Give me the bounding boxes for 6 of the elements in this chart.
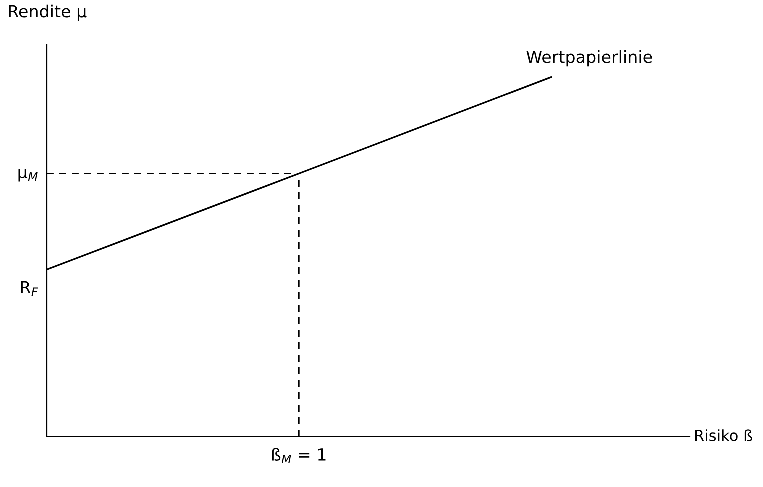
- ref-line-label: μ$_{M}$: [18, 169, 38, 182]
- text: R$_{F}$: [21, 281, 38, 296]
- y-axis-title: Rendite μ: [9, 4, 87, 21]
- x-axis-title: Risiko ß: [696, 430, 752, 442]
- series-label: Wertpapierlinie: [526, 50, 652, 67]
- text: ß$_{M}$ = 1: [272, 448, 326, 464]
